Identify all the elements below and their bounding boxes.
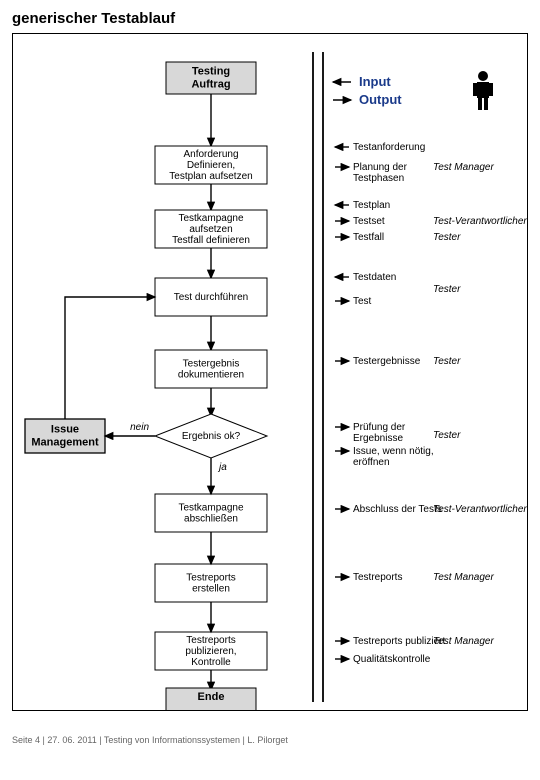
svg-text:Management: Management — [31, 437, 99, 449]
svg-text:Prüfung der: Prüfung der — [353, 422, 406, 433]
svg-text:Test-Verantwortlicher: Test-Verantwortlicher — [433, 216, 527, 227]
svg-text:Testkampagne: Testkampagne — [178, 503, 243, 514]
svg-text:Output: Output — [359, 92, 402, 107]
flowchart: Input Output TestingAuftrag AnforderungDefi… — [13, 34, 527, 710]
svg-text:Tester: Tester — [433, 430, 461, 441]
svg-text:Testkampagne: Testkampagne — [178, 213, 243, 224]
svg-text:Tester: Tester — [433, 284, 461, 295]
svg-text:publizieren,: publizieren, — [185, 646, 236, 657]
footer-text: Seite 4 | 27. 06. 2011 | Testing von Inf… — [12, 735, 528, 745]
svg-text:Test: Test — [353, 296, 372, 307]
page-title: generischer Testablauf — [12, 10, 528, 27]
svg-text:abschließen: abschließen — [184, 514, 238, 525]
svg-text:Testset: Testset — [353, 216, 385, 227]
diagram-frame: Input Output TestingAuftrag AnforderungDefi… — [12, 33, 528, 711]
svg-text:Definieren,: Definieren, — [187, 160, 235, 171]
svg-text:ja: ja — [217, 462, 227, 473]
svg-text:Issue: Issue — [51, 424, 79, 436]
svg-text:Tester: Tester — [433, 356, 461, 367]
svg-text:Testfall: Testfall — [353, 232, 384, 243]
svg-text:Planung der: Planung der — [353, 162, 408, 173]
svg-text:Test Manager: Test Manager — [433, 572, 494, 583]
svg-text:Testreports publiziert: Testreports publiziert — [353, 636, 445, 647]
svg-text:nein: nein — [130, 422, 149, 433]
svg-text:Testergebnis: Testergebnis — [183, 359, 240, 370]
svg-text:Qualitätskontrolle: Qualitätskontrolle — [353, 654, 431, 665]
svg-text:Test durchführen: Test durchführen — [174, 292, 249, 303]
svg-text:Ende: Ende — [198, 691, 225, 703]
svg-text:Testdaten: Testdaten — [353, 272, 396, 283]
svg-text:Test-Verantwortlicher: Test-Verantwortlicher — [433, 504, 527, 515]
svg-text:aufsetzen: aufsetzen — [189, 224, 232, 235]
svg-text:Anforderung: Anforderung — [183, 149, 238, 160]
svg-text:Testreports: Testreports — [186, 635, 235, 646]
svg-text:Auftrag: Auftrag — [191, 79, 230, 91]
svg-text:Testfall definieren: Testfall definieren — [172, 235, 250, 246]
svg-text:Ergebnis ok?: Ergebnis ok? — [182, 431, 241, 442]
svg-text:Test Manager: Test Manager — [433, 162, 494, 173]
svg-text:Testing: Testing — [192, 66, 230, 78]
svg-text:Tester: Tester — [433, 232, 461, 243]
svg-text:Testphasen: Testphasen — [353, 173, 404, 184]
svg-text:Kontrolle: Kontrolle — [191, 657, 231, 668]
svg-text:eröffnen: eröffnen — [353, 457, 390, 468]
svg-text:Input: Input — [359, 74, 391, 89]
svg-text:Issue, wenn nötig,: Issue, wenn nötig, — [353, 446, 434, 457]
svg-text:erstellen: erstellen — [192, 584, 230, 595]
svg-text:Testplan: Testplan — [353, 200, 390, 211]
svg-text:Testplan aufsetzen: Testplan aufsetzen — [169, 171, 252, 182]
svg-text:Testreports: Testreports — [186, 573, 235, 584]
svg-text:Abschluss der Tests: Abschluss der Tests — [353, 504, 442, 515]
svg-text:Ergebnisse: Ergebnisse — [353, 433, 403, 444]
svg-text:Testergebnisse: Testergebnisse — [353, 356, 421, 367]
svg-text:dokumentieren: dokumentieren — [178, 370, 244, 381]
svg-text:Testreports: Testreports — [353, 572, 402, 583]
svg-text:Test Manager: Test Manager — [433, 636, 494, 647]
svg-text:Testanforderung: Testanforderung — [353, 142, 425, 153]
